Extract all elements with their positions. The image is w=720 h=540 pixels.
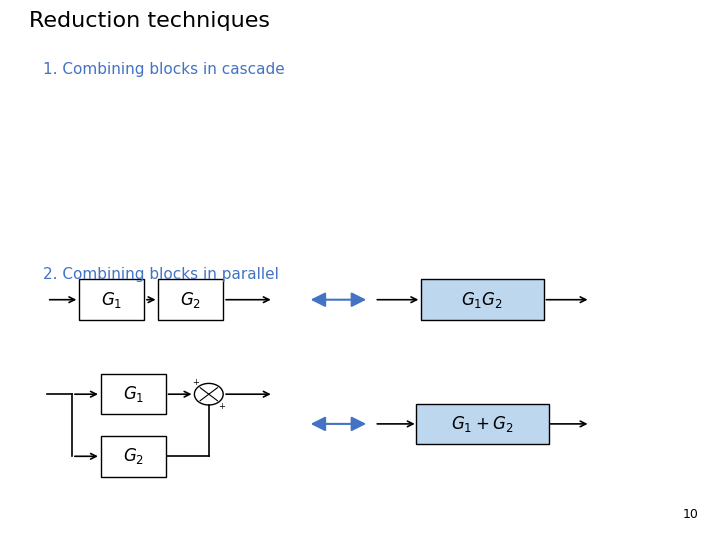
- Text: 1. Combining blocks in cascade: 1. Combining blocks in cascade: [43, 62, 285, 77]
- Text: Reduction techniques: Reduction techniques: [29, 11, 270, 31]
- Text: $G_1$: $G_1$: [122, 384, 144, 404]
- FancyBboxPatch shape: [101, 436, 166, 476]
- Text: $G_1 + G_2$: $G_1 + G_2$: [451, 414, 513, 434]
- FancyBboxPatch shape: [416, 404, 549, 444]
- FancyBboxPatch shape: [79, 280, 144, 320]
- FancyBboxPatch shape: [158, 280, 223, 320]
- FancyBboxPatch shape: [101, 374, 166, 415]
- Text: +: +: [218, 402, 225, 410]
- Text: $G_1$: $G_1$: [101, 289, 122, 310]
- Text: $G_2$: $G_2$: [122, 446, 144, 467]
- Text: 2. Combining blocks in parallel: 2. Combining blocks in parallel: [43, 267, 279, 282]
- Text: $G_1G_2$: $G_1G_2$: [462, 289, 503, 310]
- Text: $G_2$: $G_2$: [180, 289, 202, 310]
- FancyBboxPatch shape: [421, 280, 544, 320]
- Text: +: +: [192, 378, 199, 387]
- Text: 10: 10: [683, 508, 698, 521]
